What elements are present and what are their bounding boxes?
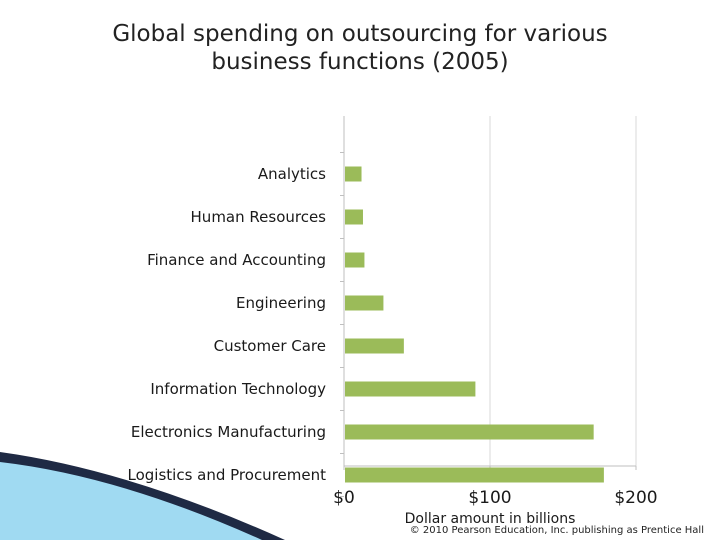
x-tick-label-1: $100	[468, 488, 511, 508]
x-tick-label-2: $200	[614, 488, 657, 508]
category-label-5: Information Technology	[150, 380, 326, 398]
chart-title-line-1: Global spending on outsourcing for vario…	[112, 21, 608, 47]
category-label-7: Logistics and Procurement	[128, 466, 327, 484]
wave-dark-stroke	[0, 452, 285, 540]
bar-6	[345, 424, 594, 440]
bar-4	[345, 338, 404, 354]
x-tick-label-0: $0	[333, 488, 355, 508]
copyright-notice: © 2010 Pearson Education, Inc. publishin…	[409, 525, 704, 536]
wave-light-shape	[0, 456, 270, 540]
chart-title: Global spending on outsourcing for vario…	[40, 20, 680, 76]
bar-1	[345, 209, 363, 225]
bar-2	[345, 252, 365, 268]
category-label-0: Analytics	[258, 165, 326, 183]
decorative-wave	[0, 452, 285, 540]
bars	[345, 166, 604, 483]
category-label-1: Human Resources	[191, 208, 327, 226]
x-axis-title: Dollar amount in billions	[405, 511, 576, 527]
bar-7	[345, 467, 604, 483]
gridlines	[489, 116, 637, 466]
bar-3	[345, 295, 384, 311]
category-label-4: Customer Care	[214, 337, 326, 355]
category-labels: Analytics Human Resources Finance and Acco…	[128, 165, 327, 484]
category-label-2: Finance and Accounting	[147, 251, 326, 269]
category-label-3: Engineering	[236, 294, 326, 312]
x-tick-labels: $0 $100 $200	[333, 488, 657, 508]
bar-5	[345, 381, 476, 397]
category-label-6: Electronics Manufacturing	[131, 423, 326, 441]
bar-0	[345, 166, 362, 182]
chart-title-line-2: business functions (2005)	[211, 49, 509, 75]
